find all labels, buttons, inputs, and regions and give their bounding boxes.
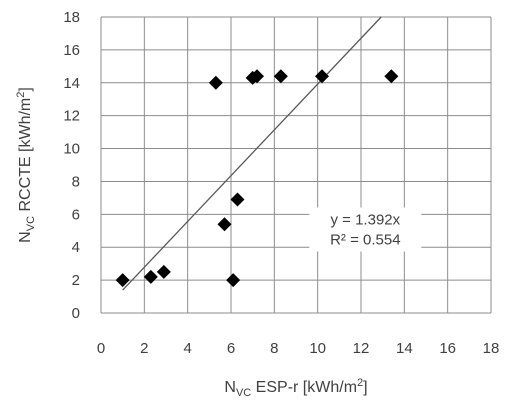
y-tick-label: 10 xyxy=(63,141,80,158)
data-point xyxy=(208,75,223,90)
x-tick-labels: 0 2 4 6 8 10 12 14 16 18 xyxy=(97,340,500,357)
x-tick-label: 10 xyxy=(309,340,326,357)
y-tick-label: 6 xyxy=(72,206,80,223)
x-tick-label: 12 xyxy=(353,340,370,357)
y-tick-label: 12 xyxy=(63,108,80,125)
y-tick-label: 4 xyxy=(72,239,80,256)
y-tick-label: 18 xyxy=(63,9,80,26)
data-point xyxy=(143,269,158,284)
x-tick-label: 6 xyxy=(227,340,235,357)
y-tick-label: 2 xyxy=(72,272,80,289)
y-tick-label: 14 xyxy=(63,75,80,92)
data-point xyxy=(226,273,241,288)
data-point xyxy=(115,273,130,288)
grid xyxy=(100,16,492,314)
trendline xyxy=(122,16,382,291)
x-tick-label: 0 xyxy=(97,340,105,357)
x-tick-label: 4 xyxy=(183,340,191,357)
x-tick-label: 14 xyxy=(396,340,413,357)
x-tick-label: 16 xyxy=(439,340,456,357)
data-point xyxy=(273,69,288,84)
x-tick-label: 8 xyxy=(270,340,278,357)
y-tick-label: 0 xyxy=(72,305,80,322)
annotation-background xyxy=(309,207,422,252)
data-point xyxy=(384,69,399,84)
x-tick-label: 2 xyxy=(140,340,148,357)
y-tick-label: 8 xyxy=(72,173,80,190)
y-axis-title: NVC RCCTE [kWh/m2] xyxy=(15,87,37,243)
trendline-line xyxy=(122,16,382,291)
data-point xyxy=(230,192,245,207)
data-point xyxy=(156,264,171,279)
data-points xyxy=(115,69,399,288)
y-tick-labels: 0 2 4 6 8 10 12 14 16 18 xyxy=(63,9,80,322)
trendline-annotation: y = 1.392x R² = 0.554 xyxy=(309,207,422,252)
x-tick-label: 18 xyxy=(483,340,500,357)
data-point xyxy=(250,69,264,84)
equation-label: y = 1.392x xyxy=(331,211,401,228)
x-axis-title: NVC ESP-r [kWh/m2] xyxy=(224,377,367,399)
y-tick-label: 16 xyxy=(63,42,80,59)
r-squared-label: R² = 0.554 xyxy=(330,231,400,248)
data-point xyxy=(217,217,232,232)
data-point xyxy=(315,69,329,84)
